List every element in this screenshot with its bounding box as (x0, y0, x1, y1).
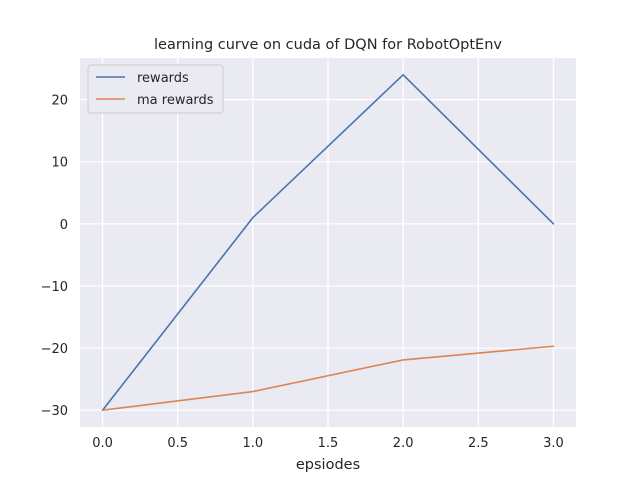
y-tick-label: −30 (41, 404, 68, 419)
series-line-rewards (101, 73, 555, 412)
x-axis-title: epsiodes (296, 457, 360, 473)
x-tick-label: 1.5 (318, 436, 339, 451)
grid (80, 58, 576, 427)
legend-label: rewards (137, 71, 189, 86)
series-lines (101, 73, 555, 412)
legend-label: ma rewards (137, 93, 214, 108)
x-tick-label: 0.5 (167, 436, 188, 451)
y-axis: −30 −20 −10 0 10 20 (41, 94, 68, 420)
y-tick-label: −20 (41, 342, 68, 357)
x-tick-label: 1.0 (243, 436, 264, 451)
y-tick-label: 0 (60, 218, 68, 233)
x-tick-label: 3.0 (543, 436, 564, 451)
x-tick-label: 2.0 (393, 436, 414, 451)
y-tick-label: 10 (51, 156, 68, 171)
series-line-ma-rewards (101, 345, 555, 412)
legend: rewards ma rewards (87, 64, 224, 114)
x-axis: 0.0 0.5 1.0 1.5 2.0 2.5 3.0 (92, 436, 564, 451)
y-tick-label: −10 (41, 280, 68, 295)
y-tick-label: 20 (51, 94, 68, 109)
chart-title: learning curve on cuda of DQN for RobotO… (154, 37, 502, 53)
x-tick-label: 0.0 (92, 436, 113, 451)
x-tick-label: 2.5 (468, 436, 489, 451)
